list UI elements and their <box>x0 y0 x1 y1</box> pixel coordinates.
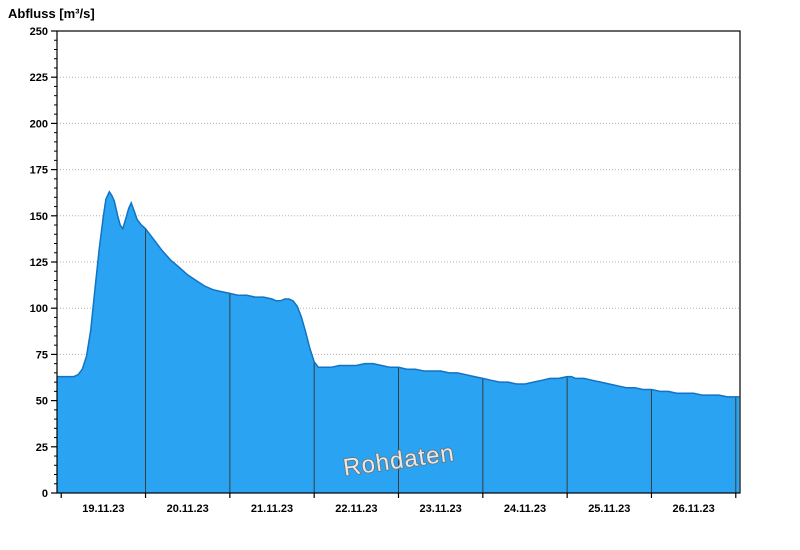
discharge-area-fill <box>57 191 740 494</box>
x-tick-label: 25.11.23 <box>588 503 630 515</box>
y-tick-label: 225 <box>30 72 48 84</box>
x-tick-label: 24.11.23 <box>504 503 546 515</box>
y-tick-label: 125 <box>30 257 48 269</box>
y-tick-label: 175 <box>30 165 48 177</box>
x-tick-label: 22.11.23 <box>335 503 377 515</box>
x-tick-label: 19.11.23 <box>82 503 124 515</box>
discharge-line <box>57 190 740 398</box>
x-tick-label: 23.11.23 <box>420 503 462 515</box>
y-tick-label: 250 <box>30 26 48 38</box>
y-tick-label: 25 <box>36 442 48 454</box>
x-tick-label: 21.11.23 <box>251 503 293 515</box>
y-tick-label: 100 <box>30 303 48 315</box>
y-tick-label: 200 <box>30 118 48 130</box>
y-tick-label: 0 <box>42 488 48 500</box>
x-tick-label: 26.11.23 <box>673 503 715 515</box>
y-tick-label: 50 <box>36 396 48 408</box>
y-tick-label: 150 <box>30 211 48 223</box>
y-axis-title: Abfluss [m³/s] <box>8 6 95 21</box>
y-tick-label: 75 <box>36 349 48 361</box>
x-tick-label: 20.11.23 <box>167 503 209 515</box>
